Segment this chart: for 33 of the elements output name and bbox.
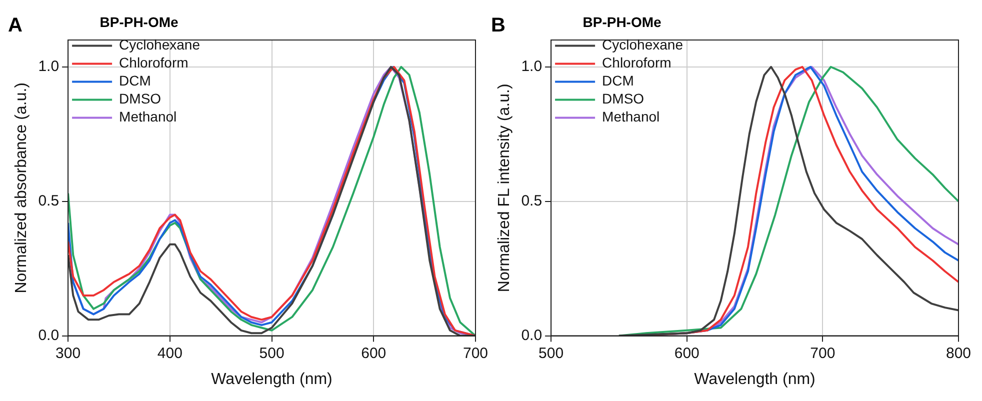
- y-tick-label: 1.0: [521, 58, 542, 76]
- legend-title: BP-PH-OMe: [100, 14, 179, 30]
- x-tick-label: 300: [56, 344, 81, 362]
- legend-label: Cyclohexane: [119, 36, 200, 53]
- y-tick-label: 0.5: [521, 192, 542, 210]
- legend-label: Chloroform: [602, 54, 672, 71]
- legend-label: DMSO: [602, 90, 644, 107]
- legend-label: Methanol: [602, 108, 660, 125]
- y-tick-label: 0.0: [521, 326, 542, 344]
- x-axis-title: Wavelength (nm): [211, 370, 332, 388]
- y-tick-label: 0.0: [38, 326, 60, 344]
- legend-title: BP-PH-OMe: [582, 14, 662, 30]
- x-tick-label: 400: [157, 344, 182, 362]
- legend-label: Cyclohexane: [602, 36, 684, 53]
- y-tick-label: 1.0: [38, 58, 60, 76]
- x-tick-label: 600: [361, 344, 386, 362]
- chart-title: A: [8, 14, 22, 37]
- x-tick-label: 500: [538, 344, 564, 362]
- legend-label: DCM: [602, 72, 634, 89]
- legend-label: DMSO: [119, 90, 162, 107]
- x-axis-title: Wavelength (nm): [694, 370, 816, 388]
- y-axis-title: Normalized FL intensity (a.u.): [496, 84, 514, 292]
- x-tick-label: 700: [462, 344, 488, 362]
- chart-title: B: [491, 14, 506, 37]
- x-tick-label: 700: [810, 344, 836, 362]
- x-tick-label: 600: [674, 344, 700, 362]
- x-tick-label: 800: [946, 344, 971, 362]
- y-axis-title: Normalized absorbance (a.u.): [13, 82, 30, 294]
- legend-label: Methanol: [119, 108, 177, 125]
- x-tick-label: 500: [259, 344, 284, 362]
- y-tick-label: 0.5: [38, 192, 60, 210]
- legend-label: DCM: [119, 72, 151, 89]
- legend-label: Chloroform: [119, 54, 188, 71]
